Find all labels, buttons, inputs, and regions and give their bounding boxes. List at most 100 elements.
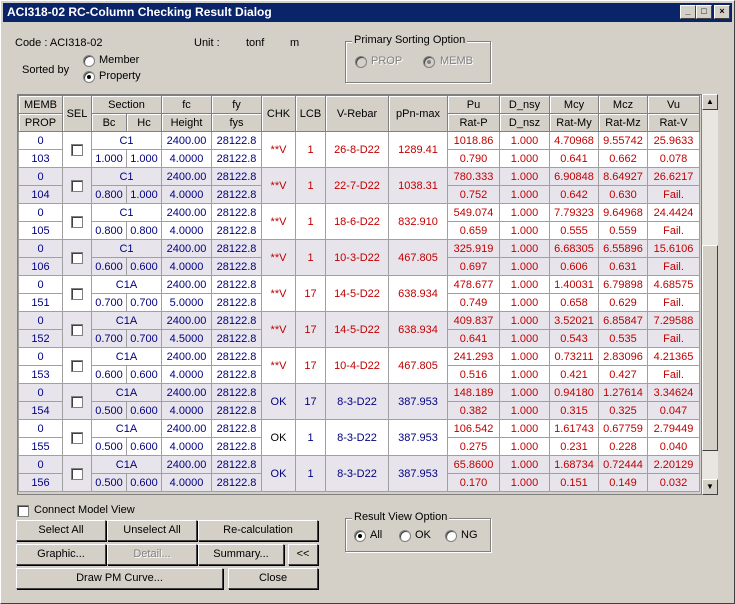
mcy-cell[interactable]: 1.68734 <box>549 455 599 474</box>
mcz-cell[interactable]: 0.72444 <box>598 455 648 474</box>
lcb-cell[interactable]: 17 <box>295 275 326 312</box>
dnsz-cell[interactable]: 1.000 <box>499 365 550 384</box>
bc-cell[interactable]: 0.500 <box>91 473 127 492</box>
ratv-cell[interactable]: Fail. <box>647 365 700 384</box>
vu-cell[interactable]: 24.4424 <box>647 203 700 222</box>
fys-cell[interactable]: 28122.8 <box>211 437 262 456</box>
ratmy-cell[interactable]: 0.315 <box>549 401 599 420</box>
memb-cell[interactable]: 0 <box>18 239 63 258</box>
hc-cell[interactable]: 0.800 <box>126 221 162 240</box>
table-row-sub[interactable]: 155 0.500 0.600 4.0000 28122.8 0.275 1.000 0.23… <box>18 437 700 456</box>
hc-cell[interactable]: 0.700 <box>126 329 162 348</box>
row-select-checkbox[interactable] <box>71 215 83 228</box>
col-sel-header[interactable]: SEL <box>62 95 92 132</box>
sel-cell[interactable] <box>62 455 92 492</box>
ratmz-cell[interactable]: 0.149 <box>598 473 648 492</box>
recalculation-button[interactable]: Re-calculation <box>198 520 318 541</box>
sel-cell[interactable] <box>62 131 92 168</box>
ratmy-cell[interactable]: 0.642 <box>549 185 599 204</box>
ratmy-cell[interactable]: 0.421 <box>549 365 599 384</box>
col-ratv-header[interactable]: Rat-V <box>647 113 700 132</box>
height-cell[interactable]: 4.0000 <box>161 257 212 276</box>
table-row[interactable]: 0 C1A 2400.00 28122.8 **V 17 14-5-D22 638.934 47… <box>18 275 700 312</box>
fys-cell[interactable]: 28122.8 <box>211 149 262 168</box>
col-bc-header[interactable]: Bc <box>91 113 127 132</box>
pu-cell[interactable]: 148.189 <box>447 383 500 402</box>
chk-cell[interactable]: OK <box>261 455 296 492</box>
row-select-checkbox[interactable] <box>71 323 83 336</box>
chk-cell[interactable]: OK <box>261 419 296 456</box>
graphic-button[interactable]: Graphic... <box>16 544 106 565</box>
chk-cell[interactable]: **V <box>261 167 296 204</box>
chk-cell[interactable]: **V <box>261 311 296 348</box>
lcb-cell[interactable]: 1 <box>295 455 326 492</box>
ppn-cell[interactable]: 1289.41 <box>388 131 448 168</box>
ppn-cell[interactable]: 638.934 <box>388 275 448 312</box>
sel-cell[interactable] <box>62 275 92 312</box>
lcb-cell[interactable]: 1 <box>295 239 326 276</box>
prop-cell[interactable]: 105 <box>18 221 63 240</box>
mcz-cell[interactable]: 6.79898 <box>598 275 648 294</box>
fc-cell[interactable]: 2400.00 <box>161 131 212 150</box>
ratv-cell[interactable]: 0.047 <box>647 401 700 420</box>
memb-cell[interactable]: 0 <box>18 311 63 330</box>
lcb-cell[interactable]: 1 <box>295 419 326 456</box>
fc-cell[interactable]: 2400.00 <box>161 311 212 330</box>
fy-cell[interactable]: 28122.8 <box>211 311 262 330</box>
lcb-cell[interactable]: 1 <box>295 167 326 204</box>
fy-cell[interactable]: 28122.8 <box>211 131 262 150</box>
fys-cell[interactable]: 28122.8 <box>211 221 262 240</box>
close-window-button[interactable]: × <box>714 5 730 19</box>
bc-cell[interactable]: 0.700 <box>91 329 127 348</box>
ratmz-cell[interactable]: 0.662 <box>598 149 648 168</box>
memb-cell[interactable]: 0 <box>18 347 63 366</box>
vrebar-cell[interactable]: 18-6-D22 <box>325 203 389 240</box>
row-select-checkbox[interactable] <box>71 359 83 372</box>
vrebar-cell[interactable]: 14-5-D22 <box>325 275 389 312</box>
vrebar-cell[interactable]: 22-7-D22 <box>325 167 389 204</box>
sel-cell[interactable] <box>62 239 92 276</box>
table-row-sub[interactable]: 105 0.800 0.800 4.0000 28122.8 0.659 1.000 0.55… <box>18 221 700 240</box>
ratv-cell[interactable]: Fail. <box>647 329 700 348</box>
section-cell[interactable]: C1A <box>91 419 162 438</box>
mcz-cell[interactable]: 2.83096 <box>598 347 648 366</box>
vrebar-cell[interactable]: 10-3-D22 <box>325 239 389 276</box>
table-row[interactable]: 0 C1 2400.00 28122.8 **V 1 18-6-D22 832.910 549.… <box>18 203 700 240</box>
dnsz-cell[interactable]: 1.000 <box>499 221 550 240</box>
height-cell[interactable]: 4.0000 <box>161 185 212 204</box>
row-select-checkbox[interactable] <box>71 287 83 300</box>
col-ratmy-header[interactable]: Rat-My <box>549 113 599 132</box>
chk-cell[interactable]: **V <box>261 239 296 276</box>
mcz-cell[interactable]: 6.55896 <box>598 239 648 258</box>
bc-cell[interactable]: 0.800 <box>91 185 127 204</box>
prop-cell[interactable]: 104 <box>18 185 63 204</box>
dnsz-cell[interactable]: 1.000 <box>499 293 550 312</box>
view-ng-radio[interactable] <box>445 530 457 542</box>
table-row[interactable]: 0 C1A 2400.00 28122.8 OK 1 8-3-D22 387.953 106.5… <box>18 419 700 456</box>
dnsy-cell[interactable]: 1.000 <box>499 275 550 294</box>
ppn-cell[interactable]: 1038.31 <box>388 167 448 204</box>
fc-cell[interactable]: 2400.00 <box>161 383 212 402</box>
vu-cell[interactable]: 26.6217 <box>647 167 700 186</box>
col-pu-header[interactable]: Pu <box>447 95 500 114</box>
view-all-radio[interactable] <box>354 530 366 542</box>
sort-memb-radio[interactable] <box>423 56 435 68</box>
chk-cell[interactable]: **V <box>261 347 296 384</box>
hc-cell[interactable]: 0.600 <box>126 437 162 456</box>
memb-cell[interactable]: 0 <box>18 455 63 474</box>
ppn-cell[interactable]: 638.934 <box>388 311 448 348</box>
mcy-cell[interactable]: 6.90848 <box>549 167 599 186</box>
col-chk-header[interactable]: CHK <box>261 95 296 132</box>
mcy-cell[interactable]: 1.40031 <box>549 275 599 294</box>
col-fy-header[interactable]: fy <box>211 95 262 114</box>
mcz-cell[interactable]: 9.64968 <box>598 203 648 222</box>
bc-cell[interactable]: 0.800 <box>91 221 127 240</box>
fys-cell[interactable]: 28122.8 <box>211 329 262 348</box>
ratp-cell[interactable]: 0.641 <box>447 329 500 348</box>
unselect-all-button[interactable]: Unselect All <box>107 520 197 541</box>
section-cell[interactable]: C1A <box>91 383 162 402</box>
mcy-cell[interactable]: 4.70968 <box>549 131 599 150</box>
fy-cell[interactable]: 28122.8 <box>211 383 262 402</box>
section-cell[interactable]: C1A <box>91 275 162 294</box>
dnsy-cell[interactable]: 1.000 <box>499 455 550 474</box>
